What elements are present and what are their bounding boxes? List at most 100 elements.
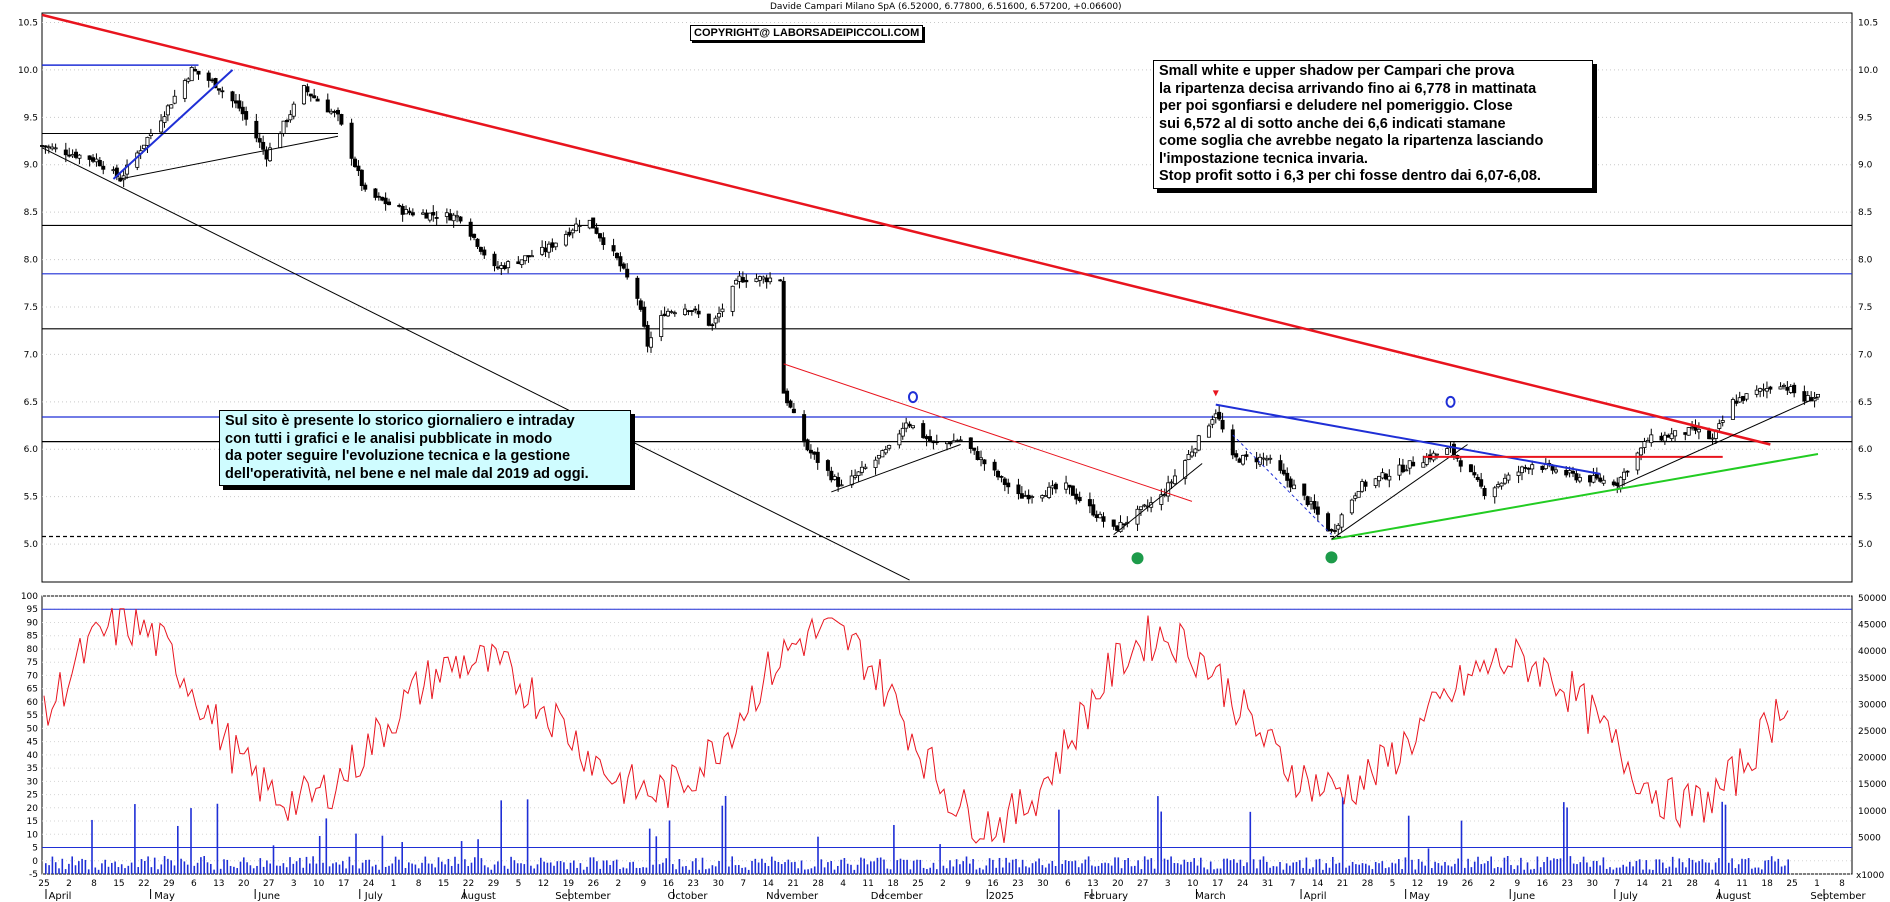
volume-bar xyxy=(711,865,714,874)
candle-body xyxy=(237,100,242,109)
volume-bar xyxy=(1048,863,1050,874)
candle-body xyxy=(611,245,616,252)
volume-bar xyxy=(408,862,410,874)
volume-bar xyxy=(1556,858,1558,874)
candle-body xyxy=(720,308,725,313)
x-axis-day-label: 13 xyxy=(213,879,224,889)
volume-bar xyxy=(1695,862,1697,874)
volume-bar xyxy=(1473,861,1476,874)
volume-bar xyxy=(1747,858,1750,874)
volume-bar xyxy=(1424,865,1426,874)
volume-bar xyxy=(705,869,707,874)
x-axis-day-label: 11 xyxy=(1736,879,1747,889)
candle-body xyxy=(1683,432,1688,435)
candle-body xyxy=(189,67,194,82)
volume-bar xyxy=(639,868,641,874)
candle-body xyxy=(1053,483,1058,490)
volume-bar xyxy=(170,860,172,874)
volume-bar xyxy=(1724,804,1727,874)
volume-bar xyxy=(1787,859,1789,874)
volume-axis-label: 5000 xyxy=(1858,833,1881,843)
volume-bar xyxy=(1579,862,1582,874)
x-axis-month-label: July xyxy=(1619,891,1638,902)
volume-bar xyxy=(556,861,559,874)
price-axis-label-left: 8.5 xyxy=(24,208,38,218)
candle-body xyxy=(359,169,364,187)
volume-bar xyxy=(698,869,700,874)
x-axis-day-label: 19 xyxy=(1437,879,1449,889)
volume-bar xyxy=(1487,861,1489,874)
volume-bar xyxy=(866,864,869,874)
candle-body xyxy=(165,105,170,116)
volume-bar xyxy=(1249,811,1252,874)
candle-body xyxy=(1764,388,1769,392)
candle-body xyxy=(1094,514,1099,519)
volume-bar xyxy=(754,858,757,874)
volume-bar xyxy=(262,866,265,874)
volume-bar xyxy=(355,833,357,874)
candle-body xyxy=(1019,493,1024,499)
volume-bar xyxy=(573,860,575,874)
volume-bar xyxy=(193,865,196,874)
volume-bar xyxy=(1770,856,1773,874)
osc-axis-label: 10 xyxy=(27,830,39,840)
volume-bar xyxy=(1632,866,1634,874)
candle-body xyxy=(1475,476,1480,481)
volume-bar xyxy=(1780,866,1783,874)
volume-bar xyxy=(292,863,295,874)
candle-body xyxy=(550,242,555,248)
volume-bar xyxy=(1325,863,1327,874)
candle-body xyxy=(1285,472,1290,481)
volume-bar xyxy=(117,867,120,874)
volume-bar xyxy=(186,864,189,874)
volume-bar xyxy=(1384,868,1387,874)
candle-body xyxy=(982,459,987,465)
x-axis-month-label: June xyxy=(257,891,280,902)
volume-bar xyxy=(1500,867,1502,874)
x-axis-day-label: 9 xyxy=(965,879,971,889)
volume-bar xyxy=(1295,861,1298,874)
x-axis-day-label: 3 xyxy=(291,879,297,889)
volume-bar xyxy=(1219,868,1222,874)
volume-bar xyxy=(1071,861,1073,874)
candle-body xyxy=(182,80,187,99)
volume-bar xyxy=(1302,867,1304,874)
candle-body xyxy=(1121,523,1126,526)
x-axis-day-label: 29 xyxy=(163,879,175,889)
commentary-note: Small white e upper shadow per Campari c… xyxy=(1153,60,1593,189)
volume-bar xyxy=(691,861,694,874)
volume-bar xyxy=(1536,856,1539,874)
volume-bar xyxy=(249,865,252,874)
volume-bar xyxy=(111,862,113,874)
volume-bar xyxy=(681,866,684,874)
x-axis-day-label: 14 xyxy=(1636,879,1648,889)
volume-bar xyxy=(1721,801,1723,874)
volume-bar xyxy=(1246,862,1248,874)
volume-bar xyxy=(1229,860,1232,874)
candle-body xyxy=(1172,475,1177,485)
candle-body xyxy=(261,141,266,150)
candle-body xyxy=(1040,495,1045,499)
x-axis-day-label: 16 xyxy=(663,879,675,889)
volume-bar xyxy=(1612,869,1615,874)
candle-body xyxy=(825,460,830,471)
candle-body xyxy=(802,414,807,443)
volume-bar xyxy=(1282,869,1285,874)
candle-body xyxy=(710,324,715,327)
volume-bar xyxy=(160,864,163,874)
candle-body xyxy=(863,466,868,469)
candle-body xyxy=(332,110,337,113)
candle-body xyxy=(1802,391,1807,402)
candle-body xyxy=(563,234,568,246)
marker-2-circle xyxy=(1325,551,1338,564)
price-axis-label-right: 6.0 xyxy=(1858,445,1873,455)
price-axis-label-right: 10.5 xyxy=(1858,18,1878,28)
osc-axis-label: 0 xyxy=(32,857,38,867)
candle-body xyxy=(526,255,531,258)
x-axis-day-label: 1 xyxy=(391,879,397,889)
price-axis-label-right: 6.5 xyxy=(1858,398,1872,408)
volume-bar xyxy=(1044,867,1047,874)
volume-bar xyxy=(460,841,463,874)
candle-body xyxy=(1768,386,1773,390)
volume-bar xyxy=(1097,865,1100,874)
